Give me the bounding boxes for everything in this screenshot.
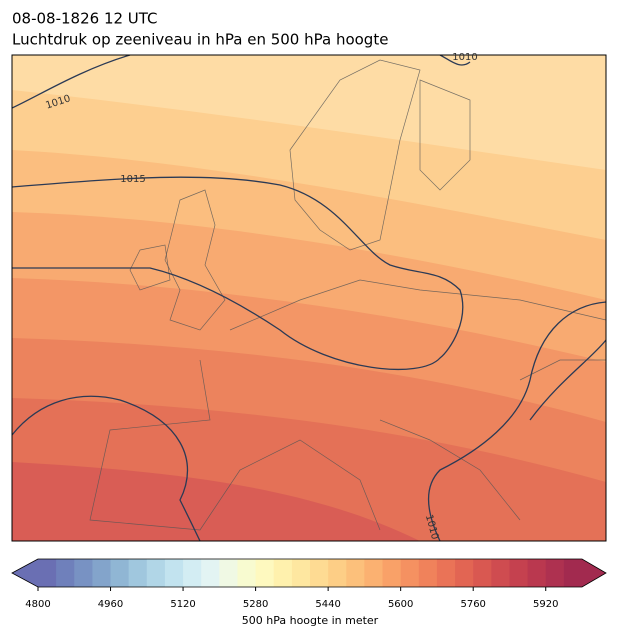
subtitle: Luchtdruk op zeeniveau in hPa en 500 hPa… [12,31,388,49]
colorbar-extend [12,559,38,587]
colorbar-segment [38,559,57,587]
height-band [12,462,420,541]
colorbar-segment [346,559,365,587]
colorbar-tick-label: 4800 [25,599,50,610]
colorbar-segment [473,559,492,587]
colorbar-label: 500 hPa hoogte in meter [242,614,379,627]
isobar [12,55,131,109]
isobar [427,301,606,541]
colorbar-segment [328,559,347,587]
map: 1010 1015 1010 1010 [11,52,607,542]
coastline [129,244,171,291]
colorbar-segment [491,559,510,587]
coastline [89,279,606,531]
colorbar-segment [509,559,529,587]
colorbar-segment [237,559,257,587]
colorbar-segment [56,559,75,587]
colorbar-tick-label: 4960 [98,599,123,610]
colorbar-segment [291,559,311,587]
contour-label: 1010 [452,52,477,63]
colorbar-segment [400,559,420,587]
map-frame [11,54,607,542]
colorbar-segment [382,559,402,587]
isobar [12,395,201,541]
colorbar-extend [582,559,606,587]
colorbar-tick-label: 5920 [533,599,558,610]
colorbar-segment [436,559,456,587]
colorbar-tick-label: 5280 [243,599,268,610]
colorbar-segment [255,559,275,587]
isobar [529,339,606,421]
colorbar-tick-label: 5440 [315,599,340,610]
colorbar-segment [563,559,583,587]
coastline [419,79,471,191]
colorbar-segment [146,559,166,587]
contour-label: 1015 [120,174,145,185]
colorbar-segment [183,559,202,587]
colorbar-tick-label: 5760 [460,599,485,610]
colorbar-tick-label: 5600 [388,599,413,610]
colorbar-segment [219,559,238,587]
colorbar-segment [364,559,384,587]
coastline [289,59,421,251]
colorbar-segment [527,559,547,587]
colorbar-outline [11,558,607,588]
isobar [439,55,471,66]
colorbar-segment [545,559,565,587]
colorbar-segment [74,559,93,587]
colorbar-segment [455,559,474,587]
colorbar-segment [310,559,329,587]
colorbar-segment [128,559,148,587]
colorbar-tick-label: 5120 [170,599,195,610]
colorbar-segment [273,559,293,587]
colorbar-segment [92,559,112,587]
colorbar-segment [418,559,438,587]
colorbar-segment [201,559,220,587]
colorbar-segment [164,559,184,587]
colorbar: 4800 4960 5120 5280 5440 5600 5760 5920 500 hPa … [11,558,607,627]
title: 08-08-1826 12 UTC [12,10,158,28]
colorbar-segment [110,559,130,587]
isobar [12,176,464,371]
